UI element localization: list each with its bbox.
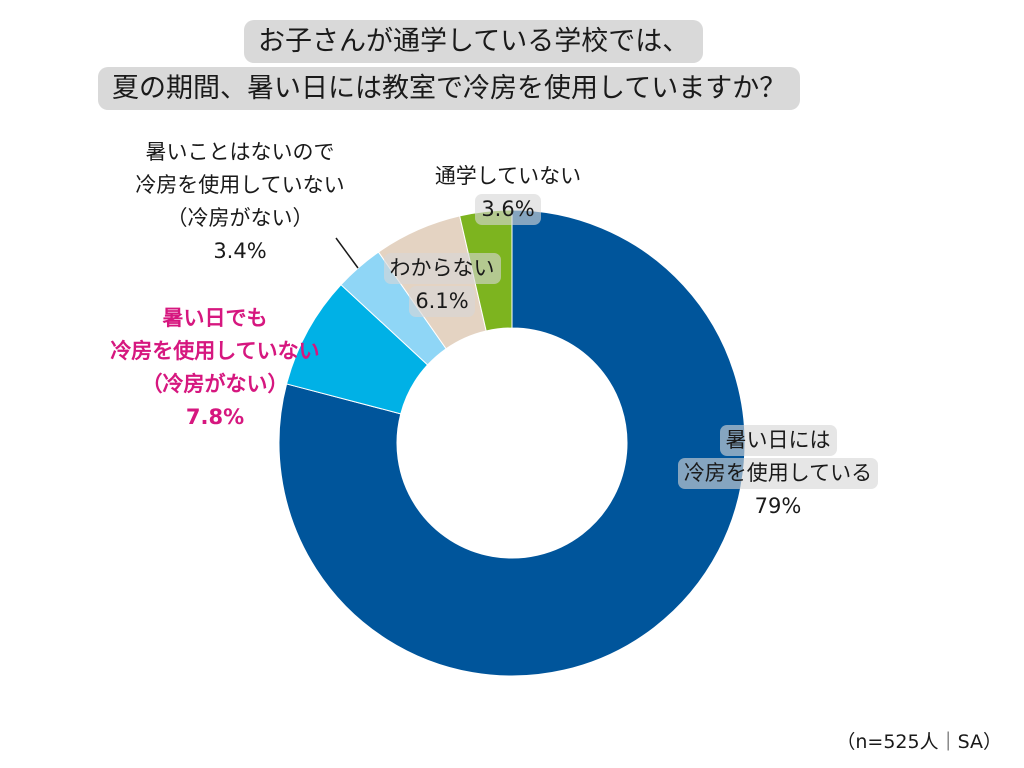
slice-percent-label: 3.6% [475,194,541,225]
slice-label-line: 冷房を使用している [677,458,879,489]
slice-label-line: わからない [383,253,501,284]
slice-label-not-attending: 通学していない 3.6% [398,160,618,226]
slice-label-line: 冷房を使用していない [135,173,345,197]
slice-label-line: 暑い日には [719,425,837,456]
slice-percent-label: 6.1% [409,286,475,317]
donut-slices [278,209,746,677]
slice-label-line: （冷房がない） [166,206,314,230]
slice-label-line: （冷房がない） [141,372,289,396]
sample-size-note: （n=525人｜SA） [836,731,1002,753]
slice-label-hot-no-ac: 暑い日でも 冷房を使用していない （冷房がない） 7.8% [60,302,370,434]
slice-percent-label: 7.8% [185,405,245,429]
chart-title-line-1: お子さんが通学している学校では、 [244,20,704,63]
chart-title-line-2: 夏の期間、暑い日には教室で冷房を使用していますか？ [98,67,801,110]
slice-label-unknown: わからない 6.1% [352,252,532,318]
slice-label-using-ac: 暑い日には 冷房を使用している 79% [648,424,908,523]
slice-label-line: 通学していない [434,164,582,188]
slice-label-not-hot-no-ac: 暑いことはないので 冷房を使用していない （冷房がない） 3.4% [100,136,380,268]
slice-label-line: 暑い日でも [162,306,268,330]
slice-using-ac [278,209,746,677]
slice-label-line: 冷房を使用していない [110,339,320,363]
slice-percent-label: 3.4% [213,239,267,263]
slice-percent-label: 79% [754,494,802,518]
label-leader-line [335,237,359,269]
slice-label-line: 暑いことはないので [145,140,335,164]
